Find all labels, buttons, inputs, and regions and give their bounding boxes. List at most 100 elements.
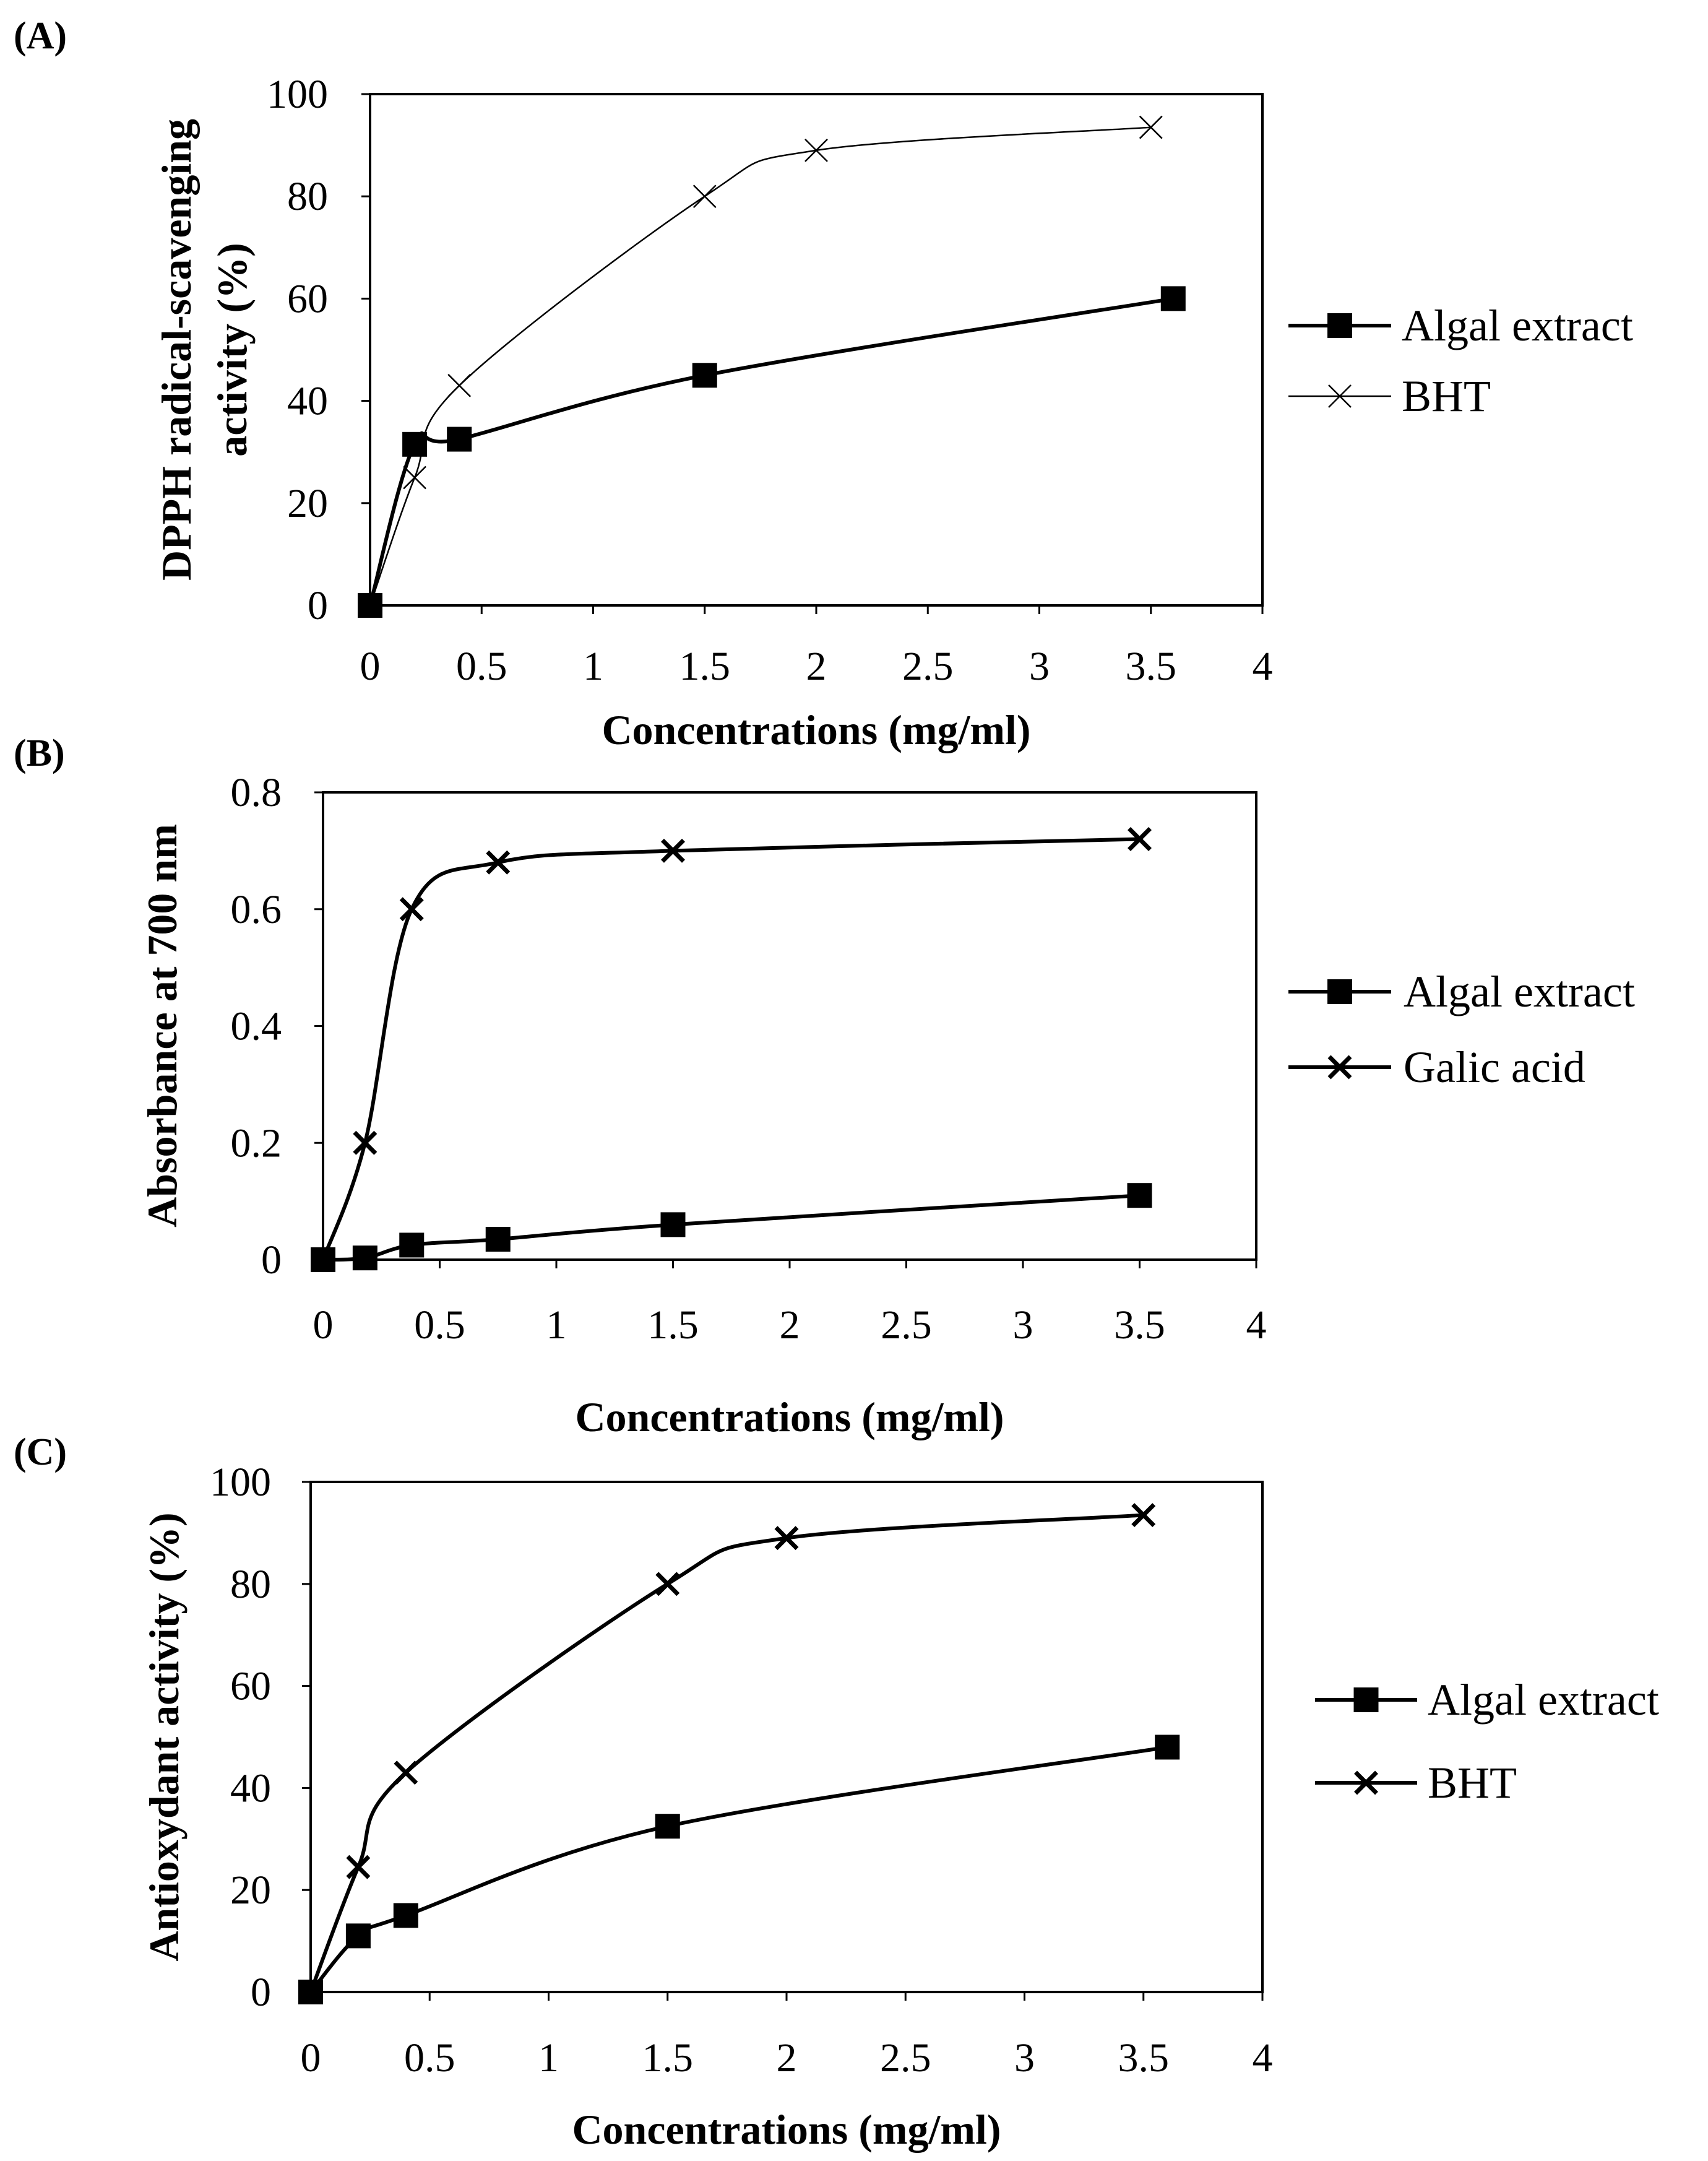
panel-label: (A)	[14, 15, 67, 57]
legend-x-marker	[1328, 384, 1352, 408]
data-point-square-marker	[655, 1814, 680, 1839]
x-tick-label: 2.5	[902, 644, 954, 689]
x-axis-title: Concentrations (mg/ml)	[602, 706, 1030, 753]
y-tick-label: 0	[251, 1970, 271, 2015]
legend-label: Galic acid	[1404, 1042, 1585, 1092]
legend-label: Algal extract	[1402, 301, 1633, 350]
x-axis-title: Concentrations (mg/ml)	[575, 1393, 1004, 1440]
y-tick-label: 60	[230, 1664, 271, 1709]
x-tick-label: 4	[1246, 1302, 1267, 1348]
x-tick-label: 3	[1013, 1302, 1033, 1348]
data-point-x-marker	[358, 594, 382, 617]
data-point-x-marker	[403, 466, 426, 490]
y-tick-label: 0	[261, 1237, 282, 1283]
legend-entry: BHT	[1288, 371, 1491, 421]
legend-entry: Algal extract	[1315, 1675, 1659, 1725]
data-point-x-marker	[692, 184, 717, 209]
series-line	[309, 1745, 1168, 1993]
x-tick-label: 0.5	[404, 2035, 455, 2081]
data-point-x-marker	[1128, 827, 1152, 851]
legend-label: BHT	[1428, 1758, 1517, 1808]
data-point-x-marker	[298, 1980, 323, 2004]
plot-area-frame	[322, 791, 1257, 1261]
x-tick-label: 0	[301, 2035, 321, 2081]
y-tick-label: 100	[210, 1460, 271, 1505]
chart-panel-c: (C)0 0.5 1 1.5 2 2.5 3 3.5 4020406080100Concentr…	[14, 1431, 1659, 2153]
series-bht	[358, 115, 1163, 617]
legend-square-marker	[1327, 979, 1352, 1004]
x-tick-label: 3.5	[1118, 2035, 1170, 2081]
y-tick-label: 0.6	[231, 887, 282, 932]
data-point-square-marker	[1160, 286, 1186, 311]
legend-entry: BHT	[1315, 1758, 1517, 1808]
data-point-square-marker	[399, 1232, 425, 1258]
legend-entry: Algal extract	[1288, 967, 1635, 1016]
chart-panel-a: (A)0 0.5 1 1.5 2 2.5 3 3.5 4020406080100Concentr…	[14, 15, 1633, 753]
series-algal-extract	[298, 1734, 1180, 2004]
x-tick-label: 4	[1253, 2035, 1273, 2081]
y-tick-label: 20	[230, 1868, 271, 1913]
y-tick-label: 60	[287, 276, 328, 321]
data-point-x-marker	[311, 1247, 335, 1272]
x-tick-label: 1	[583, 644, 603, 689]
x-tick-label: 1	[538, 2035, 559, 2081]
data-point-x-marker	[661, 838, 685, 863]
x-tick-label: 2.5	[880, 2035, 931, 2081]
y-tick-label: 0.2	[231, 1120, 282, 1166]
data-point-x-marker	[804, 138, 828, 162]
data-point-x-marker	[346, 1855, 371, 1879]
legend-square-marker	[1353, 1687, 1379, 1712]
legend-x-marker	[1327, 1055, 1352, 1080]
y-axis-title: activity (%)	[209, 243, 256, 457]
data-point-x-marker	[1131, 1503, 1156, 1528]
y-tick-label: 40	[287, 379, 328, 424]
plot-area-frame	[369, 93, 1264, 607]
data-point-square-marker	[393, 1903, 418, 1928]
legend-label: BHT	[1402, 371, 1491, 421]
x-tick-label: 3.5	[1126, 644, 1177, 689]
x-tick-label: 0	[313, 1302, 334, 1348]
legend-x-marker	[1354, 1770, 1378, 1795]
series-algal-extract	[311, 1183, 1152, 1272]
data-point-square-marker	[660, 1212, 686, 1237]
y-tick-label: 0.4	[231, 1004, 282, 1049]
x-tick-label: 4	[1253, 644, 1273, 689]
y-tick-label: 20	[287, 481, 328, 526]
data-point-x-marker	[353, 1130, 377, 1155]
y-axis-title: Absorbance at 700 nm	[139, 824, 186, 1228]
data-point-square-marker	[352, 1245, 377, 1271]
data-point-x-marker	[1139, 115, 1163, 139]
series-line	[322, 1193, 1140, 1262]
data-point-square-marker	[1127, 1183, 1152, 1208]
y-tick-label: 100	[267, 72, 328, 117]
x-axis-title: Concentrations (mg/ml)	[572, 2106, 1001, 2153]
data-point-square-marker	[1155, 1734, 1180, 1760]
y-tick-label: 80	[230, 1562, 271, 1607]
series-galic-acid	[311, 827, 1152, 1272]
plot-area-frame	[309, 1481, 1264, 1993]
data-point-x-marker	[447, 373, 472, 397]
x-tick-label: 3	[1014, 2035, 1035, 2081]
data-point-x-marker	[394, 1760, 418, 1785]
x-tick-label: 2	[777, 2035, 797, 2081]
x-tick-label: 3.5	[1114, 1302, 1165, 1348]
legend-label: Algal extract	[1404, 967, 1635, 1016]
y-tick-label: 0.8	[231, 770, 282, 815]
x-tick-label: 2	[780, 1302, 800, 1348]
series-bht	[298, 1503, 1156, 2004]
data-point-x-marker	[399, 897, 424, 922]
y-axis-title: DPPH radical-scavenging	[153, 119, 200, 581]
x-tick-label: 3	[1029, 644, 1050, 689]
data-point-x-marker	[774, 1526, 799, 1551]
data-point-square-marker	[485, 1226, 511, 1252]
chart-panel-b: (B) 0 0.5 1 1.5 2 2.5 3 3.5 4 0 0.2 0.4 0.6 0.8 Concent…	[14, 732, 1635, 1440]
series-line	[368, 297, 1174, 606]
x-tick-label: 2.5	[881, 1302, 932, 1348]
x-tick-label: 1.5	[647, 1302, 699, 1348]
y-tick-label: 80	[287, 174, 328, 219]
x-tick-label: 1.5	[679, 644, 731, 689]
data-point-x-marker	[655, 1572, 680, 1596]
x-tick-label: 1.5	[642, 2035, 694, 2081]
panel-label: (C)	[14, 1431, 67, 1473]
